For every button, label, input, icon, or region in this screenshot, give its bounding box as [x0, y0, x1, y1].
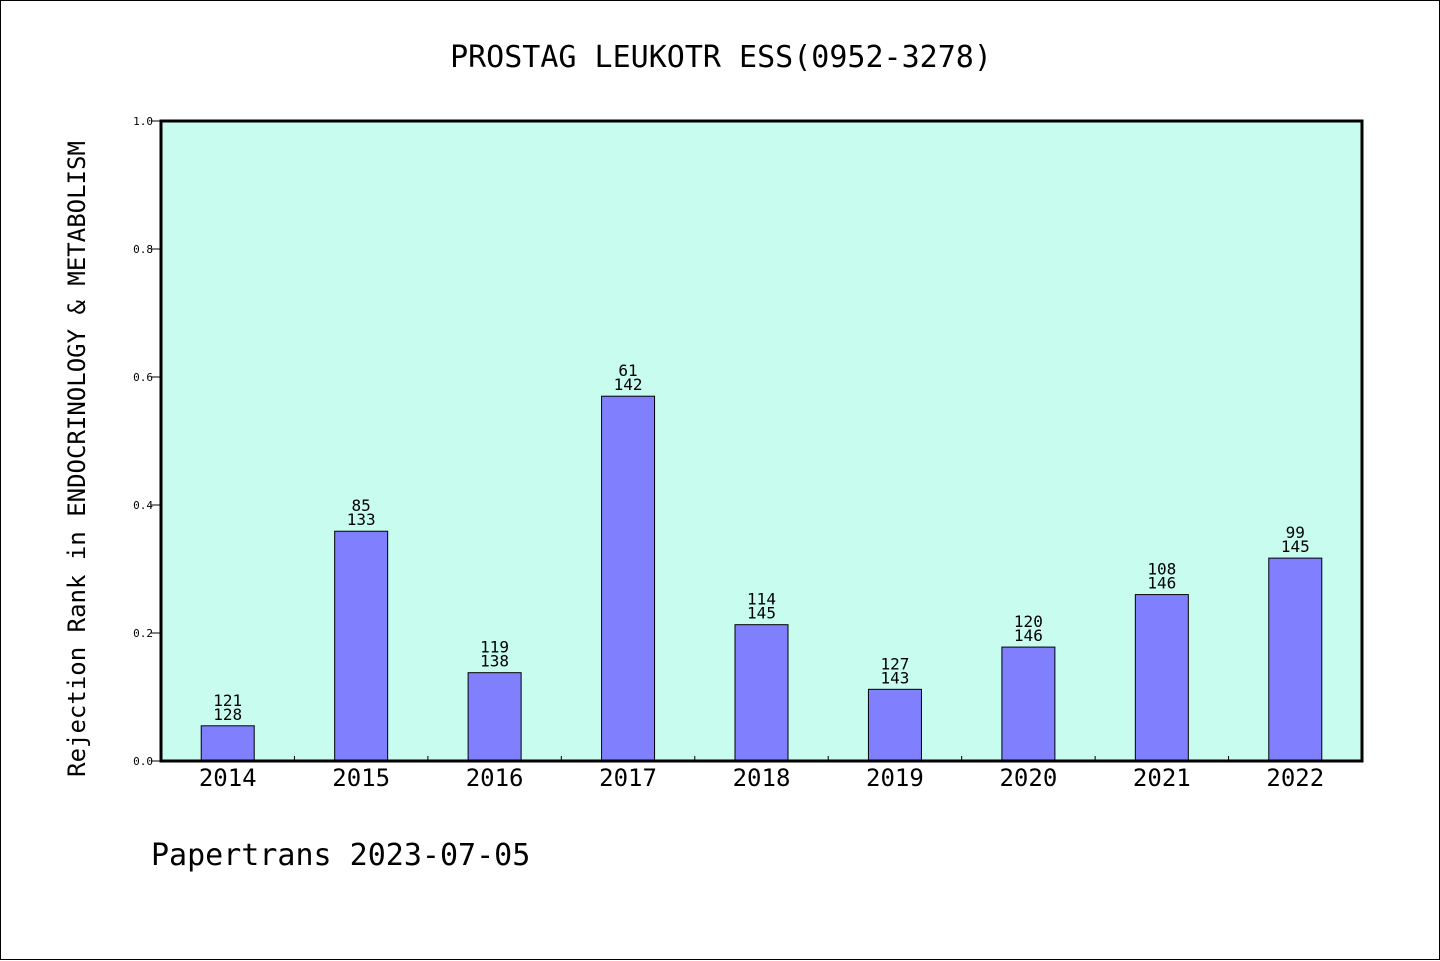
- bar-label-top: 85: [352, 496, 371, 515]
- bar-label-top: 114: [747, 590, 776, 609]
- x-tick-label: 2021: [1133, 764, 1191, 792]
- bar-label-bottom: 145: [1281, 537, 1310, 556]
- bar-label-bottom: 128: [213, 705, 242, 724]
- bar-2014: [200, 725, 255, 762]
- x-tick-label: 2017: [599, 764, 657, 792]
- bar-2018: [734, 624, 789, 762]
- bar-label-top: 119: [480, 638, 509, 657]
- bar-label-bottom: 145: [747, 604, 776, 623]
- x-tick-label: 2014: [199, 764, 257, 792]
- x-tick-label: 2018: [733, 764, 791, 792]
- bar-2022: [1268, 557, 1323, 762]
- y-tick-label: 0.2: [133, 627, 153, 640]
- y-axis-label: Rejection Rank in ENDOCRINOLOGY & METABO…: [63, 141, 91, 777]
- bar-2020: [1001, 646, 1056, 762]
- y-tick-label: 0.0: [133, 755, 153, 768]
- bar-2015: [334, 530, 389, 762]
- bar-label-bottom: 138: [480, 652, 509, 671]
- bars: [200, 395, 1323, 762]
- plot-border: [159, 119, 1364, 763]
- bar-label-bottom: 133: [347, 510, 376, 529]
- bar-labels: 1211288513311913861142114145127143120146…: [213, 361, 1309, 724]
- y-tick-label: 0.4: [133, 499, 153, 512]
- x-tick-label: 2015: [332, 764, 390, 792]
- footer-text: Papertrans 2023-07-05: [151, 838, 530, 873]
- bar-label-top: 99: [1286, 523, 1305, 542]
- x-axis-ticks: 2014 2015 2016 2017 2018 2019 2020 2021 2022: [199, 756, 1324, 792]
- y-tick-label: 1.0: [133, 115, 153, 128]
- y-axis-ticks: 0.0 0.2 0.4 0.6 0.8 1.0: [133, 115, 161, 768]
- x-tick-label: 2022: [1266, 764, 1324, 792]
- bar-2017: [601, 395, 656, 762]
- x-tick-label: 2020: [999, 764, 1057, 792]
- bar-2021: [1134, 594, 1189, 762]
- bar-label-top: 121: [213, 691, 242, 710]
- bar-label-bottom: 146: [1147, 574, 1176, 593]
- bar-label-top: 61: [618, 361, 637, 380]
- bar-2019: [867, 688, 922, 762]
- bar-label-top: 127: [880, 654, 909, 673]
- bar-label-bottom: 143: [880, 668, 909, 687]
- x-tick-label: 2019: [866, 764, 924, 792]
- bar-label-top: 120: [1014, 612, 1043, 631]
- bar-label-bottom: 142: [614, 375, 643, 394]
- bar-2016: [467, 672, 522, 762]
- y-tick-label: 0.8: [133, 243, 153, 256]
- chart-title: PROSTAG LEUKOTR ESS(0952-3278): [450, 40, 992, 75]
- bar-label-top: 108: [1147, 560, 1176, 579]
- bar-label-bottom: 146: [1014, 626, 1043, 645]
- y-tick-label: 0.6: [133, 371, 153, 384]
- x-tick-label: 2016: [466, 764, 524, 792]
